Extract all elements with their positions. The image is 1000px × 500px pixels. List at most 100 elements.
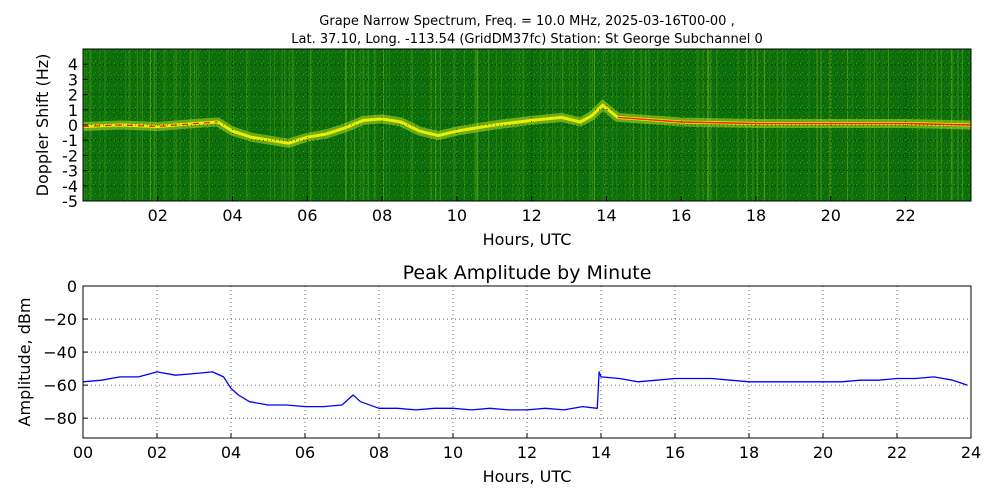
noise-streak <box>439 49 441 201</box>
x-tick-label: 08 <box>372 206 392 225</box>
y-tick-label: 4 <box>68 55 78 74</box>
noise-streak <box>248 49 250 201</box>
x-tick-label: 12 <box>521 206 541 225</box>
noise-streak <box>327 49 329 201</box>
noise-streak <box>551 49 553 201</box>
noise-streak <box>632 49 634 201</box>
y-tick-label: 3 <box>68 70 78 89</box>
y-tick-label: 2 <box>68 86 78 105</box>
noise-streak <box>616 49 618 201</box>
x-tick-label: 16 <box>671 206 691 225</box>
noise-streak <box>246 49 248 201</box>
noise-streak <box>624 49 626 201</box>
noise-streak <box>605 49 607 201</box>
noise-streak <box>386 49 387 201</box>
y-tick-label: 1 <box>68 101 78 120</box>
x-tick-label: 22 <box>887 443 907 462</box>
noise-streak <box>281 49 283 201</box>
x-tick-label: 08 <box>369 443 389 462</box>
y-tick-label: −20 <box>43 310 77 329</box>
x-tick-label: 22 <box>895 206 915 225</box>
spectrogram-x-ticks: 02 04 06 08 10 12 14 16 18 20 22 <box>148 196 916 225</box>
noise-streak <box>629 49 631 201</box>
y-tick-label: -1 <box>62 131 78 150</box>
noise-streak <box>571 49 573 201</box>
x-tick-label: 18 <box>739 443 759 462</box>
noise-streak <box>644 49 646 201</box>
noise-streak <box>269 49 271 201</box>
y-tick-label: −40 <box>43 343 77 362</box>
noise-streak <box>559 49 561 201</box>
noise-streak <box>320 49 322 201</box>
noise-streak <box>539 49 541 201</box>
noise-streak <box>274 49 276 201</box>
y-tick-label: −60 <box>43 376 77 395</box>
amplitude-line <box>83 371 968 411</box>
y-tick-label: -3 <box>62 162 78 181</box>
doppler-peak-line <box>83 121 218 128</box>
amplitude-y-ticks: 0 −20 −40 −60 −80 <box>43 277 88 428</box>
noise-streak <box>374 49 376 201</box>
figure-title-line1: Grape Narrow Spectrum, Freq. = 10.0 MHz,… <box>319 14 734 29</box>
x-tick-label: 16 <box>665 443 685 462</box>
y-tick-label: -4 <box>62 177 78 196</box>
noise-streak <box>611 49 613 201</box>
x-tick-label: 12 <box>517 443 537 462</box>
noise-streak <box>291 49 293 201</box>
amplitude-title: Peak Amplitude by Minute <box>403 262 652 284</box>
x-tick-label: 18 <box>746 206 766 225</box>
noise-streak <box>388 49 390 201</box>
noise-streak <box>453 49 455 201</box>
y-tick-label: 0 <box>67 277 77 296</box>
noise-streak <box>645 49 647 201</box>
x-tick-label: 02 <box>147 443 167 462</box>
noise-streak <box>568 49 570 201</box>
figure-title-line2: Lat. 37.10, Long. -113.54 (GridDM37fc) S… <box>291 32 762 47</box>
x-tick-label: 14 <box>596 206 616 225</box>
noise-streak <box>594 49 595 201</box>
amplitude-x-ticks: 00 02 04 06 08 10 12 14 16 18 20 22 24 <box>73 433 981 462</box>
amplitude-x-label: Hours, UTC <box>483 467 572 486</box>
noise-streak <box>440 49 441 201</box>
y-tick-label: −80 <box>43 409 77 428</box>
noise-streak <box>463 49 465 201</box>
x-tick-label: 10 <box>447 206 467 225</box>
spectrogram-x-label: Hours, UTC <box>483 230 572 249</box>
doppler-trace <box>83 99 971 148</box>
x-tick-label: 24 <box>961 443 981 462</box>
x-tick-label: 14 <box>591 443 611 462</box>
noise-streak <box>232 49 234 201</box>
doppler-peak-line <box>617 116 971 126</box>
noise-streak <box>308 49 310 201</box>
amplitude-series <box>83 371 968 411</box>
noise-streak <box>288 49 290 201</box>
x-tick-label: 10 <box>443 443 463 462</box>
noise-streak <box>648 49 650 201</box>
noise-streak <box>657 49 659 201</box>
spectrogram-y-label: Doppler Shift (Hz) <box>33 54 52 197</box>
y-tick-label: 0 <box>68 116 78 135</box>
x-tick-label: 00 <box>73 443 93 462</box>
noise-streak <box>591 49 593 201</box>
noise-streak <box>293 49 295 201</box>
x-tick-label: 06 <box>295 443 315 462</box>
noise-streak <box>640 49 642 201</box>
amplitude-panel: Peak Amplitude by Minute 00 02 04 06 08 10 12 1… <box>15 262 981 486</box>
noise-streak <box>368 49 369 201</box>
noise-streak <box>562 49 564 201</box>
x-tick-label: 20 <box>813 443 833 462</box>
y-tick-label: -2 <box>62 146 78 165</box>
noise-streak <box>589 49 591 201</box>
noise-streak <box>284 49 286 201</box>
x-tick-label: 20 <box>821 206 841 225</box>
amplitude-y-label: Amplitude, dBm <box>15 298 34 427</box>
spectrogram-grid <box>83 49 971 201</box>
amplitude-grid <box>83 286 971 438</box>
noise-streak <box>606 49 608 201</box>
noise-streak <box>309 49 311 201</box>
y-tick-label: -5 <box>62 192 78 211</box>
noise-streak <box>281 49 283 201</box>
